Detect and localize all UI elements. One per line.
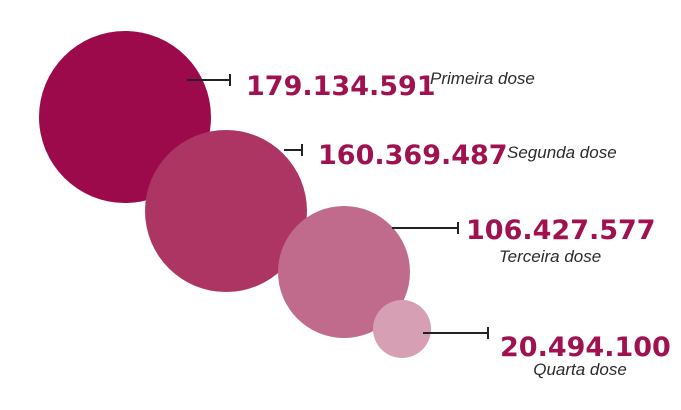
value-label-quarta-dose: 20.494.100 [500, 332, 671, 363]
bubbles-group [39, 31, 431, 358]
series-label-segunda-dose: Segunda dose [507, 143, 617, 162]
bubble-quarta-dose [373, 300, 431, 358]
bubble-terceira-dose [278, 206, 410, 338]
connectors-group [187, 74, 489, 339]
series-label-terceira-dose: Terceira dose [499, 247, 601, 266]
value-label-primeira-dose: 179.134.591 [246, 71, 436, 102]
series-label-quarta-dose: Quarta dose [533, 360, 627, 379]
series-label-primeira-dose: Primeira dose [430, 69, 535, 88]
value-label-terceira-dose: 106.427.577 [466, 215, 656, 246]
value-label-segunda-dose: 160.369.487 [318, 140, 508, 171]
bubble-segunda-dose [145, 130, 307, 292]
